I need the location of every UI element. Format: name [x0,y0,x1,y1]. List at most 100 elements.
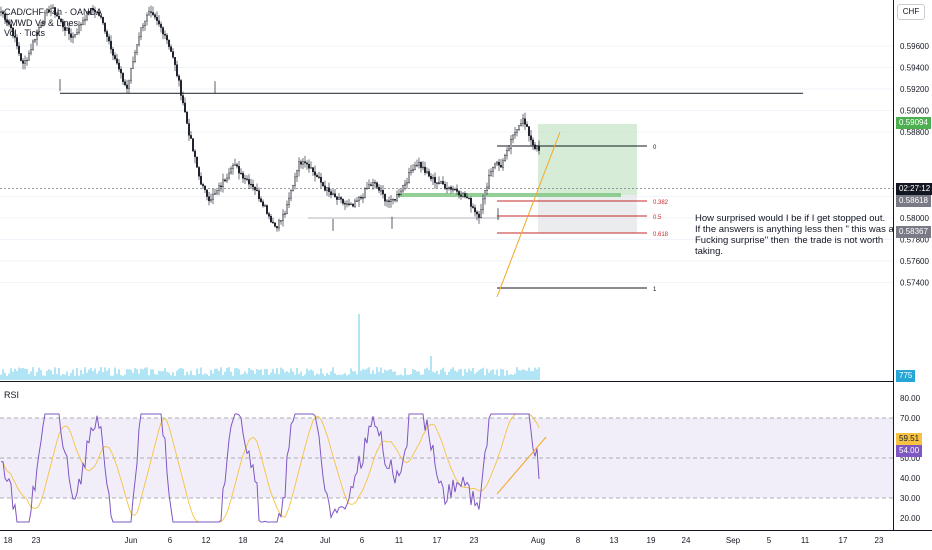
candle-body [244,178,246,180]
candle-body [314,171,316,176]
candle-body [210,199,212,202]
candle-body [152,12,154,15]
candle-body [124,81,126,86]
candle-body [52,7,54,9]
candle-body [148,11,150,16]
candle-body [348,203,350,205]
candle-body [136,44,138,53]
candle-body [62,21,64,28]
candle-body [500,165,502,168]
candle-body [92,8,94,11]
candle-body [518,125,520,130]
rsi-axis[interactable]: 80.00 70.00 50.00 40.00 30.00 20.00 [900,394,921,523]
price-tick-label: 0.59200 [900,85,929,94]
candle-body [340,197,342,200]
candle-body [366,188,368,190]
time-tick-label: 24 [275,536,284,545]
candle-body [206,189,208,197]
fib-level-label: 0.5 [653,215,662,221]
indicator-legend-lines[interactable]: YMWD Vs & Lines [4,18,79,28]
candle-body [86,11,88,20]
candle-body [368,184,370,189]
time-axis[interactable]: 18 23 Jun 6 12 18 24 Jul 6 11 17 23 Aug 8 13 19 24 Sep 5 11… [4,536,884,545]
candle-body [360,197,362,199]
candle-body [292,185,294,191]
candle-body [404,183,406,186]
candle-body [536,146,538,150]
entry-zone[interactable] [398,193,621,197]
candle-body [196,156,198,168]
candle-body [388,200,390,202]
candle-body [432,177,434,180]
trendline-rsi[interactable] [496,436,547,495]
indicator-legend-volume[interactable]: Vol · Ticks [4,28,46,38]
candle-body [156,16,158,21]
candle-body [274,222,276,227]
candle-body [90,8,92,14]
candle-body [306,162,308,165]
price-axis[interactable]: 0.596000.594000.592000.590000.588000.582… [900,42,929,288]
candle-body [384,193,386,202]
candle-body [0,11,2,13]
price-tick-label: 0.57600 [900,257,929,266]
candle-body [400,190,402,195]
candle-body [288,197,290,205]
time-tick-label: Jul [320,536,330,545]
candle-body [344,203,346,205]
candle-body [226,177,228,182]
candle-body [192,138,194,152]
rsi-ma-tag: 54.00 [896,445,923,457]
currency-button[interactable]: CHF [897,4,925,20]
candle-body [446,187,448,190]
candle-body [380,190,382,192]
trendline-price[interactable] [496,131,561,298]
candle-body [200,176,202,185]
fib-level-label: 0.618 [653,232,669,238]
candle-body [164,33,166,36]
candle-body [534,144,536,150]
candle-body [176,64,178,77]
candle-body [110,40,112,50]
candle-body [486,186,488,191]
candle-body [44,12,46,23]
candle-body [396,194,398,201]
candle-body [452,189,454,191]
candle-body [374,182,376,184]
candle-body [60,18,62,22]
candle-body [302,161,304,165]
support-lines[interactable] [60,92,803,219]
candle-body [208,196,210,202]
candle-body [222,179,224,188]
candle-body [312,167,314,173]
time-tick-label: 18 [4,536,13,545]
candle-body [538,146,540,151]
candle-body [18,45,20,54]
time-tick-label: 19 [647,536,656,545]
candle-body [228,172,230,179]
candle-body [260,198,262,202]
candle-body [300,161,302,165]
candle-body [424,166,426,173]
candle-body [254,186,256,191]
candle-body [422,166,424,169]
candle-body [130,68,132,82]
candle-body [328,187,330,192]
candle-body [14,35,16,38]
rsi-legend[interactable]: RSI [4,390,20,400]
target-zone[interactable] [538,124,637,195]
symbol-title[interactable]: CAD/CHF · 4h · OANDA [4,7,103,17]
candle-body [270,216,272,223]
candle-body [278,220,280,229]
trade-note[interactable]: How surprised would I be if I get stoppe… [695,213,894,257]
candle-body [498,161,500,166]
candle-body [392,199,394,201]
time-tick-label: Sep [726,536,741,545]
candle-body [48,9,50,13]
time-tick-label: 8 [576,536,581,545]
fibonacci-retracement[interactable]: 0 0.382 0.5 0.618 1 [497,145,669,293]
rsi-tick-label: 80.00 [900,394,921,403]
candle-body [8,21,10,25]
price-tick-label: 0.59000 [900,107,929,116]
rsi-tick-label: 70.00 [900,414,921,423]
